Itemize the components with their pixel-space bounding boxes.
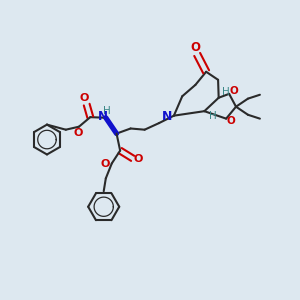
Text: H: H (103, 106, 111, 116)
Text: N: N (98, 110, 108, 123)
Text: O: O (74, 128, 83, 138)
Text: O: O (191, 41, 201, 54)
Text: O: O (134, 154, 143, 164)
Text: H: H (209, 111, 217, 121)
Text: O: O (230, 86, 238, 96)
Text: O: O (100, 159, 110, 169)
Text: O: O (79, 93, 88, 103)
Text: N: N (162, 110, 172, 123)
Text: H: H (222, 87, 230, 98)
Text: O: O (226, 116, 235, 126)
